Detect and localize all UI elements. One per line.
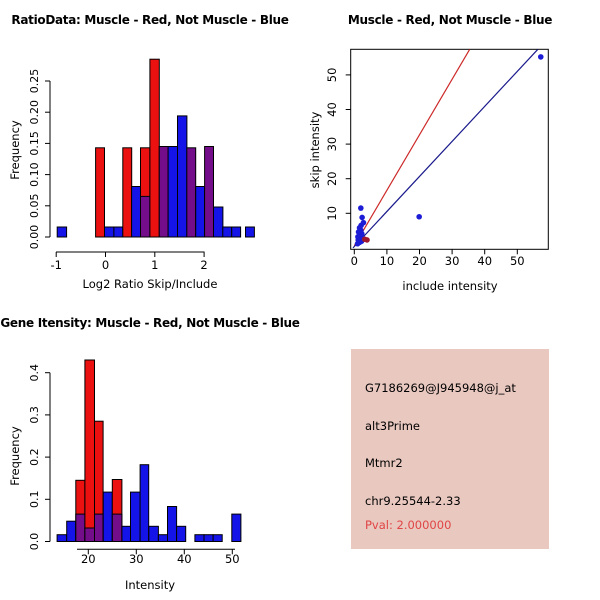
y-tick-label: 0.00 [28, 225, 41, 250]
gene-histogram-title: Gene Itensity: Muscle - Red, Not Muscle … [0, 316, 300, 330]
hist-bar-red [84, 359, 96, 542]
gene-name-text: Mtmr2 [365, 456, 403, 470]
hist-bar-purple [186, 147, 197, 238]
hist-bar-blue [56, 534, 68, 542]
x-tick-label: 30 [129, 552, 144, 566]
scatter-point-blue [358, 205, 364, 211]
scatter-point-blue [359, 214, 365, 221]
y-tick-label: 0.1 [28, 491, 41, 509]
y-tick-label: 0.25 [28, 69, 41, 94]
hist-bar-blue [245, 226, 255, 238]
hist-bar-purple [158, 146, 169, 238]
y-tick-label: 0.15 [28, 131, 41, 156]
hist-bar-blue [131, 186, 142, 238]
x-tick-label: 10 [380, 254, 395, 268]
hist-bar-blue [167, 146, 179, 238]
probe-id-text: G7186269@J945948@j_at [365, 381, 516, 395]
ratio-histogram-title: RatioData: Muscle - Red, Not Muscle - Bl… [11, 13, 289, 27]
gene-histogram-chart: 0.0 0.1 0.2 0.3 0.4 20 30 40 50 [28, 359, 242, 566]
y-tick-label: 50 [325, 68, 339, 83]
y-tick-label: 0.0 [28, 533, 41, 551]
x-tick-label: 20 [412, 254, 427, 268]
plot-box [350, 48, 549, 250]
ratio-histogram-chart: 0.00 0.05 0.10 0.15 0.20 0.25 -1 0 1 2 [28, 58, 255, 272]
x-tick-label: 1 [151, 258, 158, 272]
x-tick-label: 30 [445, 254, 460, 268]
x-tick-label: 40 [177, 552, 192, 566]
x-tick-label: 0 [102, 258, 109, 272]
hist-bar-red [95, 147, 105, 238]
hist-bar-blue [56, 226, 68, 238]
hist-bar-purple [75, 513, 86, 543]
x-tick-label: 50 [225, 552, 240, 566]
hist-bar-blue [195, 186, 206, 238]
gene-histogram-xlabel: Intensity [124, 578, 176, 592]
hist-bar-blue [130, 491, 141, 543]
y-tick-label: 0.05 [28, 194, 41, 219]
fit-line-red [353, 49, 471, 247]
x-tick-label: 50 [510, 254, 525, 268]
event-type-text: alt3Prime [365, 419, 421, 433]
hist-bar-blue [231, 513, 242, 543]
x-tick-label: 20 [81, 552, 96, 566]
hist-bar-blue [222, 226, 233, 238]
scatter-point-red [364, 237, 370, 243]
intensity-scatter-chart: 0 10 20 30 40 50 10 20 30 40 50 [325, 48, 549, 268]
hist-bar-blue [148, 525, 159, 543]
hist-bar-blue [167, 506, 178, 542]
fit-line-blue [352, 49, 539, 249]
y-tick-label: 0.2 [28, 448, 41, 466]
ratio-histogram-xlabel: Log2 Ratio Skip/Include [82, 277, 218, 291]
hist-bar-blue [177, 115, 188, 238]
y-tick-label: 30 [325, 137, 339, 152]
hist-bar-blue [113, 226, 124, 238]
hist-bar-red [149, 58, 160, 238]
y-tick-label: 0.3 [28, 406, 41, 424]
hist-bar-purple [111, 513, 123, 543]
y-tick-label: 10 [325, 206, 339, 221]
y-tick-label: 0.20 [28, 100, 41, 125]
hist-bar-blue [213, 206, 224, 238]
hist-bar-red [122, 147, 133, 238]
hist-bar-blue [194, 534, 205, 542]
hist-bar-blue [139, 464, 150, 542]
hist-bar-blue [121, 525, 132, 543]
hist-bar-blue [104, 226, 115, 238]
x-tick-label: 2 [200, 258, 207, 272]
hist-bar-blue [176, 525, 187, 543]
location-text: chr9.25544-2.33 [365, 494, 461, 508]
y-tick-label: 20 [325, 171, 339, 186]
scatter-point-blue [360, 219, 367, 226]
hist-bar-blue [203, 534, 214, 542]
gene-info-panel: G7186269@J945948@j_at alt3Prime Mtmr2 ch… [351, 349, 549, 549]
scatter-title: Muscle - Red, Not Muscle - Blue [347, 13, 553, 27]
scatter-point-blue [537, 54, 544, 60]
x-tick-label: 40 [477, 254, 492, 268]
pval-text: Pval: 2.000000 [365, 518, 452, 532]
hist-bar-purple [140, 195, 151, 238]
hist-bar-blue [212, 534, 223, 542]
x-tick-label: 0 [351, 254, 358, 268]
hist-bar-blue [66, 520, 77, 542]
scatter-xlabel: include intensity [402, 279, 498, 293]
y-tick-label: 40 [325, 102, 339, 117]
hist-bar-blue [157, 534, 168, 542]
hist-bar-purple [84, 527, 96, 542]
y-tick-label: 0.10 [28, 162, 41, 187]
hist-bar-purple [94, 513, 104, 543]
hist-bar-blue [231, 226, 242, 238]
x-tick-label: -1 [50, 258, 61, 272]
y-tick-label: 0.4 [28, 364, 41, 382]
scatter-point-blue [416, 213, 422, 220]
hist-bar-blue [102, 491, 113, 543]
hist-bar-purple [204, 146, 215, 238]
